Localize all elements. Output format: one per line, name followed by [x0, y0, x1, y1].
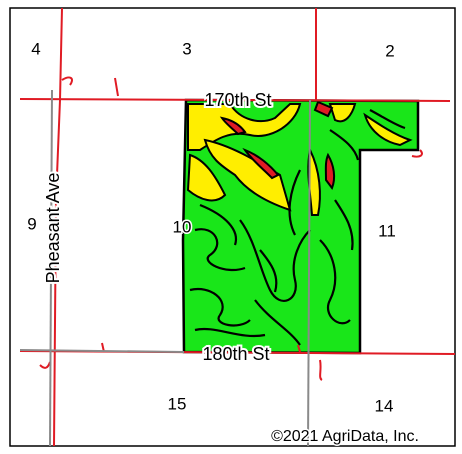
section-label: 4: [31, 39, 40, 58]
section-label: 15: [168, 394, 187, 413]
road-lines: [19, 7, 456, 447]
section-label: 3: [182, 39, 191, 58]
copyright: ©2021 AgriData, Inc.: [271, 428, 419, 445]
section-label: 11: [378, 221, 396, 240]
road-label: 180th St: [202, 344, 269, 364]
section-label: 9: [27, 214, 36, 233]
section-label: 2: [385, 41, 394, 60]
road-label: 170th St: [204, 90, 271, 110]
field: [181, 98, 420, 355]
section-label: 14: [375, 396, 394, 415]
section-label: 10: [173, 217, 192, 236]
road-label: Pheasant Ave: [43, 173, 63, 284]
